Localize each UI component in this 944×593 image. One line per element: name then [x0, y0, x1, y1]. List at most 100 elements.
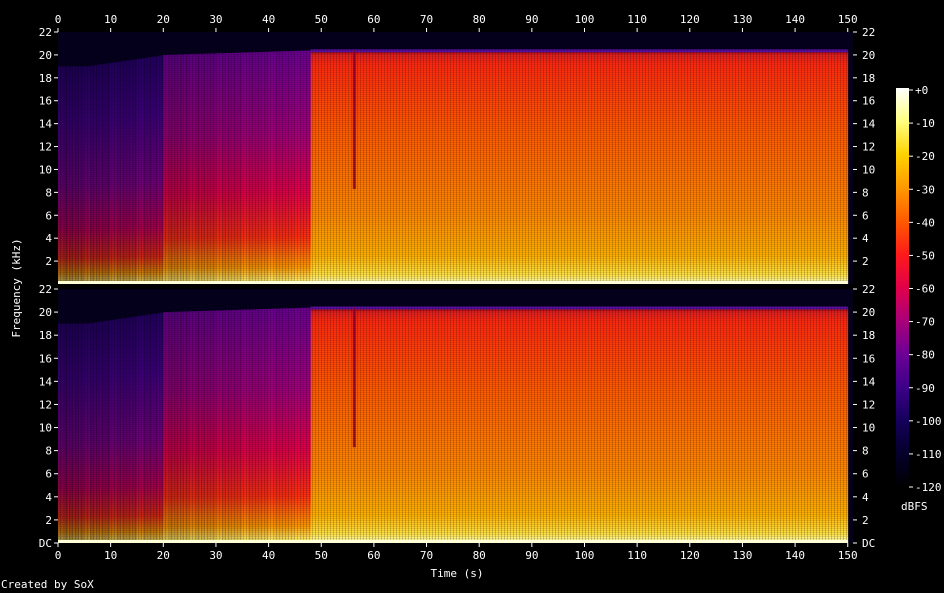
y-tick-label-right: 6	[862, 209, 869, 222]
y-tick-label: 18	[39, 72, 52, 85]
y-tick-label-right: 8	[862, 186, 869, 199]
y-tick-label-right: 16	[862, 352, 875, 365]
y-tick-label-right: 14	[862, 375, 876, 388]
colorbar-tick-label: -20	[915, 150, 935, 163]
y-tick-label-right: 2	[862, 514, 869, 527]
y-tick-label: 20	[39, 306, 52, 319]
x-tick-label-top: 140	[785, 13, 805, 26]
y-tick-label: DC	[39, 537, 52, 550]
credit-footer: Created by SoX	[1, 578, 94, 591]
y-tick-label: 16	[39, 352, 52, 365]
y-tick-label-right: 4	[862, 491, 869, 504]
x-tick-label: 130	[732, 549, 752, 562]
x-axis-label: Time (s)	[431, 567, 484, 580]
y-tick-label: 4	[45, 232, 52, 245]
y-tick-label: 12	[39, 141, 52, 154]
x-tick-label: 10	[104, 549, 117, 562]
y-tick-label-right: 2	[862, 255, 869, 268]
y-tick-label: 8	[45, 445, 52, 458]
y-tick-label-right: 22	[862, 283, 875, 296]
x-tick-label-top: 150	[838, 13, 858, 26]
x-tick-label: 40	[262, 549, 275, 562]
y-tick-label: 16	[39, 95, 52, 108]
colorbar-label: dBFS	[901, 500, 928, 513]
y-tick-label: 20	[39, 49, 52, 62]
x-tick-label-top: 50	[315, 13, 328, 26]
x-tick-label: 0	[55, 549, 62, 562]
colorbar-tick-label: -100	[915, 415, 942, 428]
y-tick-label: 18	[39, 329, 52, 342]
y-tick-label: 8	[45, 186, 52, 199]
y-tick-label-right: 18	[862, 329, 875, 342]
y-tick-label: 22	[39, 26, 52, 39]
y-tick-label-right: 18	[862, 72, 875, 85]
colorbar-tick-label: -70	[915, 316, 935, 329]
colorbar-tick-label: -40	[915, 216, 935, 229]
x-tick-label: 100	[575, 549, 595, 562]
colorbar-gradient	[896, 88, 909, 488]
x-tick-label: 70	[420, 549, 433, 562]
x-tick-label-top: 70	[420, 13, 433, 26]
y-tick-label-right: 8	[862, 445, 869, 458]
y-tick-label: 6	[45, 468, 52, 481]
x-tick-label: 20	[157, 549, 170, 562]
y-tick-label-right: 6	[862, 468, 869, 481]
y-tick-label: 2	[45, 514, 52, 527]
colorbar-ticks: +0 -10 -20 -30 -40 -50 -60 -70 -80 -90 -100 -110 -12…	[909, 84, 942, 494]
x-tick-label-top: 90	[525, 13, 538, 26]
y-tick-label-right: 4	[862, 232, 869, 245]
x-tick-label: 140	[785, 549, 805, 562]
y-tick-label: 14	[39, 118, 53, 131]
x-tick-label-top: 40	[262, 13, 275, 26]
y-tick-label-right: 12	[862, 398, 875, 411]
y-tick-label-right: 14	[862, 118, 876, 131]
y-tick-label: 6	[45, 209, 52, 222]
y-tick-label-right: DC	[862, 537, 875, 550]
channel-2-spectrogram	[58, 289, 853, 543]
y-tick-label-right: 16	[862, 95, 875, 108]
x-tick-label: 90	[525, 549, 538, 562]
colorbar-tick-label: -90	[915, 382, 935, 395]
x-tick-label: 150	[838, 549, 858, 562]
y-tick-label: 2	[45, 255, 52, 268]
x-tick-label-top: 130	[732, 13, 752, 26]
x-tick-label-top: 0	[55, 13, 62, 26]
x-tick-label-top: 30	[209, 13, 222, 26]
x-tick-label-top: 120	[680, 13, 700, 26]
texture-horizontal	[58, 289, 853, 543]
spectrogram-panels	[58, 32, 853, 543]
x-tick-label: 50	[315, 549, 328, 562]
channel-1-spectrogram	[58, 32, 853, 285]
y-tick-label: 4	[45, 491, 52, 504]
colorbar-tick-label: +0	[915, 84, 928, 97]
colorbar-tick-label: -110	[915, 448, 942, 461]
y-tick-label-right: 10	[862, 163, 875, 176]
y-tick-label-right: 10	[862, 422, 875, 435]
y-tick-label-right: 20	[862, 49, 875, 62]
y-tick-label-right: 20	[862, 306, 875, 319]
colorbar-tick-label: -80	[915, 349, 935, 362]
x-tick-label: 60	[367, 549, 380, 562]
colorbar-tick-label: -30	[915, 183, 935, 196]
y-axis-label: Frequency (kHz)	[10, 238, 23, 337]
x-tick-label: 80	[473, 549, 486, 562]
y-tick-label: 10	[39, 422, 52, 435]
colorbar-tick-label: -120	[915, 481, 942, 494]
colorbar-tick-label: -60	[915, 283, 935, 296]
x-tick-label-top: 60	[367, 13, 380, 26]
y-tick-label: 10	[39, 163, 52, 176]
x-tick-label-top: 100	[575, 13, 595, 26]
y-tick-label-right: 12	[862, 141, 875, 154]
x-tick-label-top: 20	[157, 13, 170, 26]
y-tick-label-right: 22	[862, 26, 875, 39]
texture-horizontal	[58, 32, 853, 284]
dc-line	[58, 540, 848, 543]
x-tick-label: 110	[627, 549, 647, 562]
y-tick-label: 12	[39, 398, 52, 411]
x-tick-label-top: 10	[104, 13, 117, 26]
x-tick-label: 120	[680, 549, 700, 562]
x-tick-label-top: 80	[473, 13, 486, 26]
colorbar-tick-label: -10	[915, 117, 935, 130]
